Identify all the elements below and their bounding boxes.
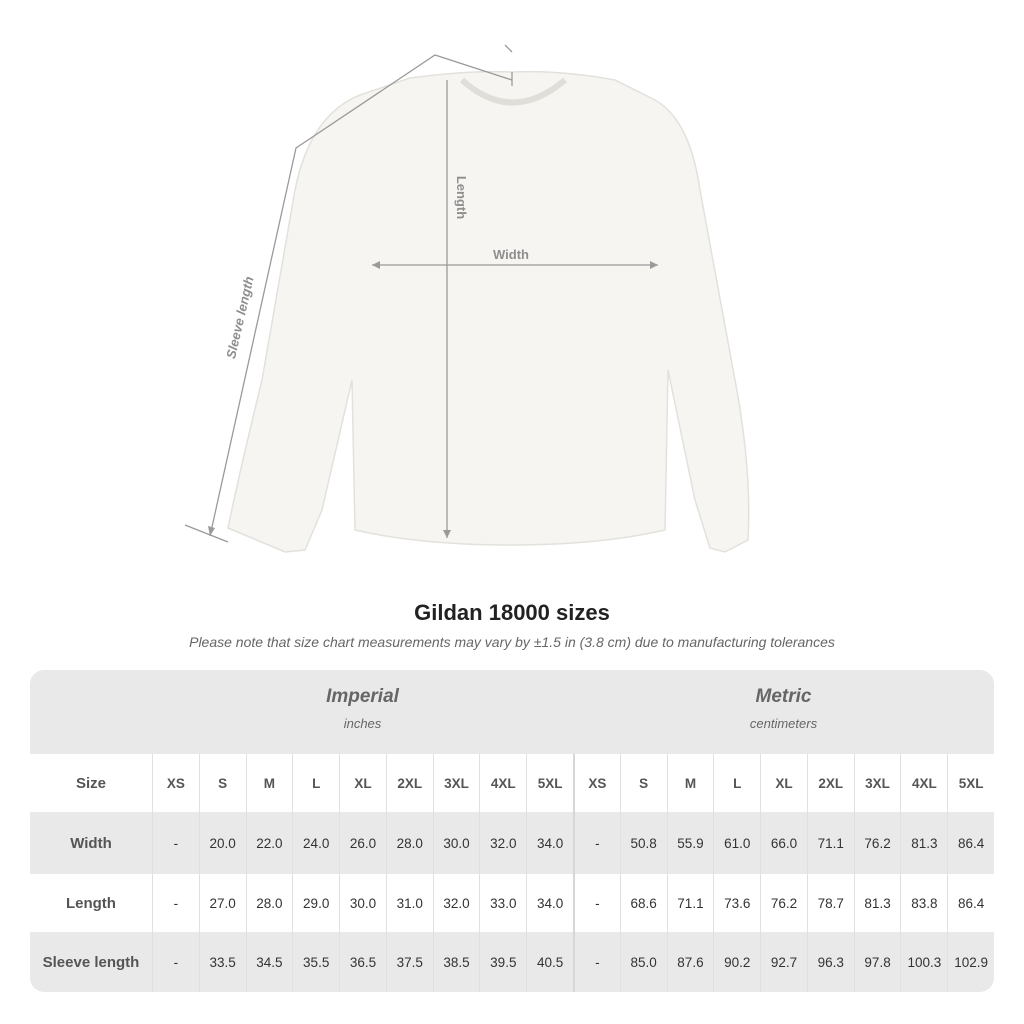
- table-cell: Size: [75, 774, 106, 792]
- table-cell: Sleeve length: [42, 953, 140, 971]
- table-cell: -: [572, 874, 620, 932]
- table-cell: 34.0: [526, 874, 573, 932]
- table-cell: 37.5: [385, 932, 433, 992]
- table-cell: S: [198, 754, 246, 812]
- table-cell: 30.0: [339, 874, 386, 932]
- imperial-group: Imperial inches: [152, 686, 573, 731]
- table-cell: L: [713, 754, 760, 812]
- table-cell: 71.1: [666, 874, 714, 932]
- table-cell: S: [619, 754, 667, 812]
- table-cell: 68.6: [619, 874, 667, 932]
- table-cell: Length: [65, 894, 116, 912]
- table-cell: XL: [760, 754, 807, 812]
- tolerance-note: Please note that size chart measurements…: [189, 634, 835, 650]
- table-cell: 5XL: [526, 754, 573, 812]
- table-cell: 26.0: [339, 812, 386, 874]
- table-cell: 71.1: [806, 812, 854, 874]
- table-cell: 2XL: [385, 754, 433, 812]
- table-cell: 102.9: [947, 932, 994, 992]
- table-cell: 86.4: [947, 812, 994, 874]
- table-cell: 87.6: [666, 932, 714, 992]
- table-row: Length -27.0 28.0 29.0 30.0 31.0 32.0 33.0 34.0-…: [30, 874, 994, 932]
- table-cell: 85.0: [619, 932, 667, 992]
- sweatshirt-diagram: [184, 44, 750, 553]
- table-cell: -: [572, 812, 620, 874]
- table-cell: 96.3: [806, 932, 854, 992]
- imperial-title: Imperial: [326, 686, 399, 707]
- length-label: Length: [454, 175, 470, 220]
- table-cell: 86.4: [947, 874, 994, 932]
- table-cell: 34.0: [526, 812, 573, 874]
- table-cell: 3XL: [432, 754, 480, 812]
- table-cell: 40.5: [526, 932, 573, 992]
- table-cell: 55.9: [666, 812, 714, 874]
- table-cell: -: [151, 812, 199, 874]
- table-cell: 27.0: [198, 874, 246, 932]
- table-cell: 35.5: [292, 932, 339, 992]
- table-cell: -: [151, 874, 199, 932]
- table-cell: 81.3: [853, 874, 901, 932]
- imperial-unit: inches: [343, 716, 382, 731]
- table-cell: 32.0: [479, 812, 526, 874]
- table-cell: XL: [339, 754, 386, 812]
- table-cell: 33.5: [198, 932, 246, 992]
- table-cell: 28.0: [385, 812, 433, 874]
- page-title: Gildan 18000 sizes: [414, 600, 610, 625]
- table-cell: 24.0: [292, 812, 339, 874]
- table-cell: -: [572, 932, 620, 992]
- metric-title: Metric: [755, 686, 812, 707]
- table-cell: 5XL: [947, 754, 994, 812]
- table-cell: 66.0: [760, 812, 807, 874]
- table-cell: 4XL: [479, 754, 526, 812]
- table-cell: 39.5: [479, 932, 526, 992]
- table-cell: 32.0: [432, 874, 480, 932]
- table-cell: 31.0: [385, 874, 433, 932]
- table-cell: L: [292, 754, 339, 812]
- width-label: Width: [493, 247, 529, 262]
- table-row: Width -20.0 22.0 24.0 26.0 28.0 30.0 32.0 34.0-5…: [30, 812, 994, 874]
- table-cell: 100.3: [900, 932, 947, 992]
- table-cell: 28.0: [245, 874, 293, 932]
- table-cell: M: [666, 754, 714, 812]
- table-cell: 29.0: [292, 874, 339, 932]
- size-table: Imperial inches Metric centimeters Size X…: [30, 670, 994, 992]
- table-cell: -: [151, 932, 199, 992]
- metric-unit: centimeters: [749, 716, 818, 731]
- table-row: Sleeve length -33.5 34.5 35.5 36.5 37.5 38.5 39…: [30, 932, 994, 992]
- table-cell: 30.0: [432, 812, 480, 874]
- table-cell: 76.2: [760, 874, 807, 932]
- table-cell: 20.0: [198, 812, 246, 874]
- unit-header: Imperial inches Metric centimeters: [30, 670, 994, 754]
- table-cell: 38.5: [432, 932, 480, 992]
- sweatshirt-image: [227, 70, 750, 553]
- table-cell: 78.7: [806, 874, 854, 932]
- table-cell: 97.8: [853, 932, 901, 992]
- table-cell: 61.0: [713, 812, 760, 874]
- size-header-row: Size XS S M L XL 2XL 3XL 4XL 5XL XS S M L XL 2XL 3XL 4XL 5…: [30, 754, 994, 812]
- metric-group: Metric centimeters: [573, 686, 994, 731]
- table-cell: 22.0: [245, 812, 293, 874]
- table-cell: M: [245, 754, 293, 812]
- table-cell: 76.2: [853, 812, 901, 874]
- table-cell: 4XL: [900, 754, 947, 812]
- table-cell: 83.8: [900, 874, 947, 932]
- table-cell: 73.6: [713, 874, 760, 932]
- table-cell: 3XL: [853, 754, 901, 812]
- table-cell: 90.2: [713, 932, 760, 992]
- table-cell: 92.7: [760, 932, 807, 992]
- table-cell: XS: [572, 754, 620, 812]
- table-cell: 50.8: [619, 812, 667, 874]
- table-cell: 34.5: [245, 932, 293, 992]
- table-cell: 81.3: [900, 812, 947, 874]
- table-cell: 33.0: [479, 874, 526, 932]
- table-cell: Width: [70, 834, 112, 852]
- table-cell: XS: [151, 754, 199, 812]
- table-cell: 2XL: [806, 754, 854, 812]
- table-cell: 36.5: [339, 932, 386, 992]
